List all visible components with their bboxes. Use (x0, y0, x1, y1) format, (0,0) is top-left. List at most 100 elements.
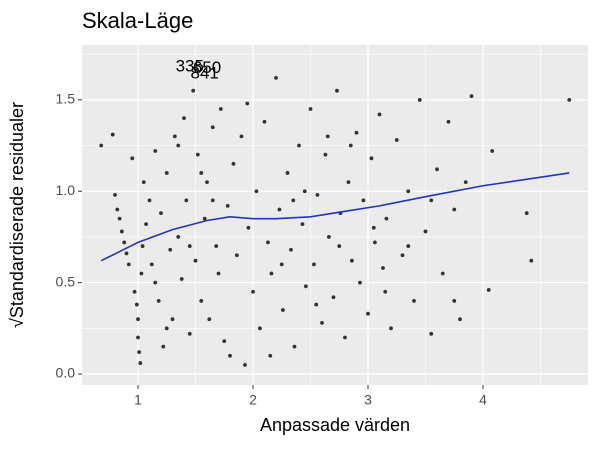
point (435, 167, 439, 172)
point (400, 253, 405, 258)
point (377, 112, 382, 117)
point (139, 271, 144, 276)
chart-title: Skala-Läge (82, 8, 193, 33)
point (274, 76, 278, 80)
point (394, 138, 399, 142)
x-tick-label: 2 (249, 392, 257, 408)
point (132, 289, 137, 294)
point (137, 350, 142, 354)
point-label: 335 (176, 56, 204, 75)
point (176, 143, 181, 148)
point (354, 130, 359, 135)
point (389, 326, 393, 331)
plot-background (82, 45, 588, 385)
point (231, 161, 236, 166)
point (524, 211, 529, 216)
point (134, 302, 139, 307)
point (156, 299, 161, 303)
point (205, 180, 209, 184)
point (161, 344, 166, 349)
point (302, 189, 307, 194)
point (269, 271, 274, 276)
point (130, 156, 135, 161)
point (222, 339, 227, 344)
point (529, 258, 534, 263)
point (210, 125, 215, 130)
point (279, 262, 284, 267)
point (170, 317, 175, 322)
point (452, 207, 457, 212)
y-axis-title: √Standardiserade residualer (7, 102, 27, 328)
point (335, 88, 339, 93)
smooth-line (100, 172, 570, 262)
point (187, 244, 192, 248)
point (136, 335, 140, 340)
point (246, 225, 251, 230)
point (122, 240, 127, 245)
point (202, 216, 207, 221)
point (358, 280, 362, 285)
point (312, 262, 316, 267)
point (337, 244, 342, 248)
point (423, 229, 428, 234)
point (281, 308, 285, 312)
point (292, 344, 297, 349)
point (361, 198, 366, 203)
point (164, 326, 169, 331)
point (323, 152, 328, 157)
point (144, 222, 148, 227)
point (406, 244, 411, 248)
point (251, 289, 255, 294)
point (141, 180, 146, 184)
point (300, 222, 305, 227)
point (268, 353, 273, 358)
point (199, 171, 204, 175)
point (147, 198, 152, 203)
point (486, 288, 491, 292)
point (384, 216, 389, 221)
point (327, 235, 331, 239)
point (446, 119, 451, 124)
point (381, 266, 385, 270)
point (99, 143, 104, 148)
point (136, 317, 140, 322)
point (331, 295, 336, 300)
x-axis-title: Anpassade värden (260, 415, 410, 435)
point (350, 258, 354, 263)
point (320, 320, 324, 325)
point (239, 134, 244, 139)
point (258, 326, 262, 331)
point (218, 107, 223, 111)
point (153, 149, 158, 153)
point (262, 119, 267, 124)
point (245, 101, 250, 106)
point (567, 97, 572, 102)
point (191, 88, 196, 93)
point (207, 317, 212, 322)
point (277, 207, 282, 212)
point (458, 317, 462, 322)
point (120, 229, 124, 234)
point (159, 211, 163, 216)
point (291, 198, 296, 203)
point (463, 180, 468, 184)
point (308, 107, 313, 111)
point (195, 152, 200, 157)
y-tick-label: 1.0 (56, 182, 76, 198)
x-tick-label: 4 (479, 392, 487, 408)
point (373, 240, 377, 245)
point (297, 143, 301, 148)
point (164, 171, 169, 175)
point (371, 225, 376, 230)
y-tick-label: 0.5 (56, 273, 76, 289)
point (304, 284, 308, 289)
point (266, 240, 270, 245)
point (184, 198, 189, 203)
point (228, 353, 232, 358)
point (440, 271, 445, 276)
point (369, 156, 374, 161)
point (490, 149, 495, 153)
point (124, 251, 129, 256)
point (429, 331, 434, 336)
